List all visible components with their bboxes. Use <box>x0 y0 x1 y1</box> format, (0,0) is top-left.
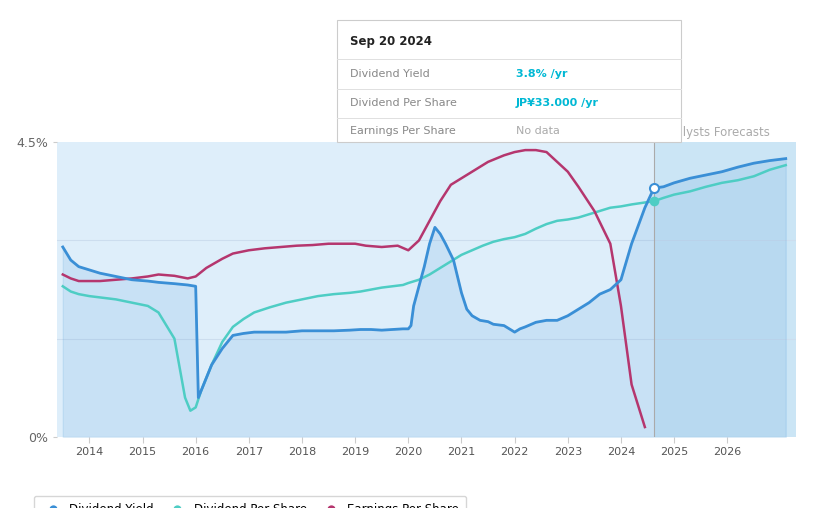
Legend: Dividend Yield, Dividend Per Share, Earnings Per Share: Dividend Yield, Dividend Per Share, Earn… <box>34 496 466 508</box>
Text: Earnings Per Share: Earnings Per Share <box>351 126 456 136</box>
Text: 3.8% /yr: 3.8% /yr <box>516 69 567 79</box>
Text: Analysts Forecasts: Analysts Forecasts <box>660 126 770 139</box>
Text: Dividend Per Share: Dividend Per Share <box>351 99 457 108</box>
Bar <box>654 142 796 437</box>
FancyBboxPatch shape <box>337 20 681 142</box>
Text: No data: No data <box>516 126 560 136</box>
Text: JP¥33.000 /yr: JP¥33.000 /yr <box>516 99 599 108</box>
Text: Dividend Yield: Dividend Yield <box>351 69 430 79</box>
Text: Sep 20 2024: Sep 20 2024 <box>351 35 433 48</box>
Text: Past: Past <box>621 126 649 139</box>
